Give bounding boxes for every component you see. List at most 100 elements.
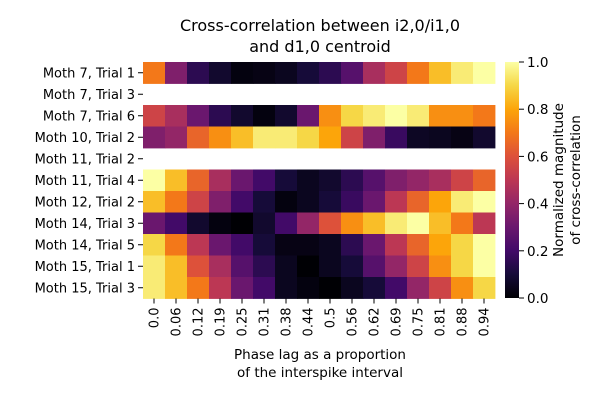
heatmap-cell (429, 191, 452, 213)
heatmap-cell (143, 191, 166, 213)
colorbar (505, 62, 519, 298)
heatmap-cell (341, 277, 364, 299)
x-tick-label: 0.56 (346, 308, 361, 337)
heatmap-cell (385, 105, 408, 127)
heatmap-cell (275, 212, 298, 235)
x-tick-label: 0.19 (214, 308, 229, 337)
heatmap-cell (451, 212, 474, 235)
colorbar-tick-label: 0.4 (527, 197, 548, 213)
heatmap-cell (407, 105, 430, 127)
heatmap-cell (187, 126, 210, 149)
heatmap-cell (473, 212, 496, 235)
heatmap-cell (187, 212, 210, 235)
heatmap-cell (451, 277, 474, 299)
heatmap-cell (165, 169, 188, 192)
heatmap-cell (231, 234, 254, 256)
heatmap-cell (209, 191, 232, 213)
heatmap-cell (407, 126, 430, 149)
heatmap-cell (187, 169, 210, 192)
heatmap-cell (341, 126, 364, 149)
heatmap-cell (341, 62, 364, 84)
heatmap-cell (407, 212, 430, 235)
heatmap-cell (231, 191, 254, 213)
x-tick-label: 0.88 (456, 308, 471, 337)
colorbar-tick-label: 1.0 (527, 55, 548, 71)
y-tick-label: Moth 7, Trial 3 (43, 88, 135, 103)
colorbar-tick-label: 0.6 (527, 149, 548, 165)
heatmap-cell (253, 105, 276, 127)
heatmap-cell (385, 169, 408, 192)
heatmap-cell (319, 255, 342, 278)
x-tick-label: 0.81 (434, 308, 449, 337)
chart-title-line-1: Cross-correlation between i2,0/i1,0 (180, 16, 460, 35)
heatmap-cell (473, 191, 496, 213)
heatmap-cell (297, 191, 320, 213)
y-tick-label: Moth 7, Trial 6 (43, 109, 135, 124)
heatmap-cell (473, 234, 496, 256)
heatmap-cell (253, 169, 276, 192)
heatmap-cell (451, 255, 474, 278)
heatmap-cell (143, 277, 166, 299)
heatmap-cell (253, 62, 276, 84)
heatmap-cell (429, 234, 452, 256)
heatmap-cell (275, 255, 298, 278)
heatmap-cell (165, 191, 188, 213)
x-tick-label: 0.25 (236, 308, 251, 337)
heatmap-cell (451, 169, 474, 192)
heatmap-cell (165, 255, 188, 278)
heatmap-cell (209, 212, 232, 235)
heatmap-cell (407, 234, 430, 256)
heatmap-cell (451, 191, 474, 213)
heatmap-cell (297, 277, 320, 299)
heatmap-cell (275, 277, 298, 299)
heatmap-cell (143, 234, 166, 256)
heatmap-cell (253, 277, 276, 299)
x-tick-label: 0.38 (280, 308, 295, 337)
colorbar-tick-label: 0.0 (527, 291, 548, 307)
heatmap-cell (319, 191, 342, 213)
heatmap-cell (275, 169, 298, 192)
heatmap-cell (385, 126, 408, 149)
heatmap-cell (473, 105, 496, 127)
heatmap-cell (275, 191, 298, 213)
heatmap-cell (473, 62, 496, 84)
colorbar-label-line-1: Normalized magnitude (551, 103, 567, 257)
heatmap-cell (143, 169, 166, 192)
y-tick-label: Moth 14, Trial 3 (35, 217, 135, 232)
heatmap-cell (429, 212, 452, 235)
heatmap-cells (143, 62, 496, 299)
heatmap-cell (363, 255, 386, 278)
y-tick-label: Moth 14, Trial 5 (35, 238, 135, 253)
heatmap-cell (297, 255, 320, 278)
heatmap-cell (143, 212, 166, 235)
heatmap-cell (209, 277, 232, 299)
heatmap-cell (275, 234, 298, 256)
heatmap-cell (143, 126, 166, 149)
heatmap-cell (407, 191, 430, 213)
heatmap-cell (231, 212, 254, 235)
heatmap-cell (473, 255, 496, 278)
y-tick-label: Moth 11, Trial 4 (35, 174, 135, 189)
heatmap-cell (253, 212, 276, 235)
heatmap-cell (429, 277, 452, 299)
heatmap-cell (209, 126, 232, 149)
heatmap-cell (297, 126, 320, 149)
heatmap-cell (429, 169, 452, 192)
x-tick-label: 0.31 (258, 308, 273, 337)
colorbar-tick-label: 0.2 (527, 244, 548, 260)
heatmap-cell (253, 126, 276, 149)
heatmap-cell (385, 212, 408, 235)
y-tick-label: Moth 15, Trial 3 (35, 281, 135, 296)
x-tick-label: 0.06 (170, 308, 185, 337)
heatmap-cell (253, 191, 276, 213)
heatmap-cell (165, 62, 188, 84)
heatmap-cell (407, 255, 430, 278)
y-tick-label: Moth 15, Trial 1 (35, 260, 135, 275)
heatmap-cell (363, 191, 386, 213)
y-tick-label: Moth 12, Trial 2 (35, 195, 135, 210)
heatmap-cell (363, 105, 386, 127)
colorbar-label-line-2: of cross-correlation (568, 115, 584, 245)
heatmap-cell (341, 191, 364, 213)
heatmap-cell (187, 191, 210, 213)
